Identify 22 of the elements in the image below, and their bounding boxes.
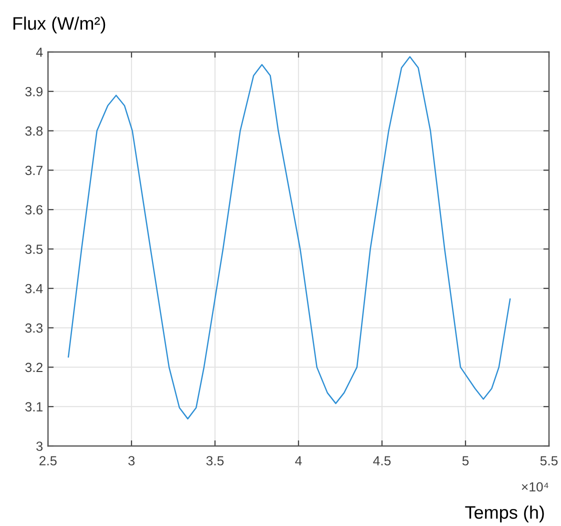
x-axis-title: Temps (h) xyxy=(465,506,544,522)
x-tick-label: 5 xyxy=(462,456,469,466)
x-tick-label: 3.5 xyxy=(206,456,224,466)
x-tick-label: 4.5 xyxy=(373,456,391,466)
y-tick-label: 3.8 xyxy=(25,126,43,136)
y-axis-title: Flux (W/m²) xyxy=(13,16,106,34)
x-tick-label: 5.5 xyxy=(540,456,558,466)
x-tick-label: 3 xyxy=(128,456,135,466)
y-tick-label: 3.1 xyxy=(25,402,42,412)
y-tick-label: 3.3 xyxy=(25,323,43,333)
y-tick-label: 3.9 xyxy=(25,86,43,96)
y-tick-label: 4 xyxy=(36,48,43,57)
y-tick-label: 3.7 xyxy=(25,166,42,176)
x-tick-label: 2.5 xyxy=(39,456,57,466)
y-tick-label: 3.2 xyxy=(25,362,42,372)
y-tick-label: 3.6 xyxy=(25,205,43,215)
y-tick-label: 3.4 xyxy=(25,284,43,294)
line-series xyxy=(68,56,511,420)
y-tick-label: 3.5 xyxy=(25,244,43,254)
x-tick-label: 4 xyxy=(295,456,302,466)
text: ×10⁴ xyxy=(522,482,548,492)
y-tick-label: 3 xyxy=(36,442,43,451)
